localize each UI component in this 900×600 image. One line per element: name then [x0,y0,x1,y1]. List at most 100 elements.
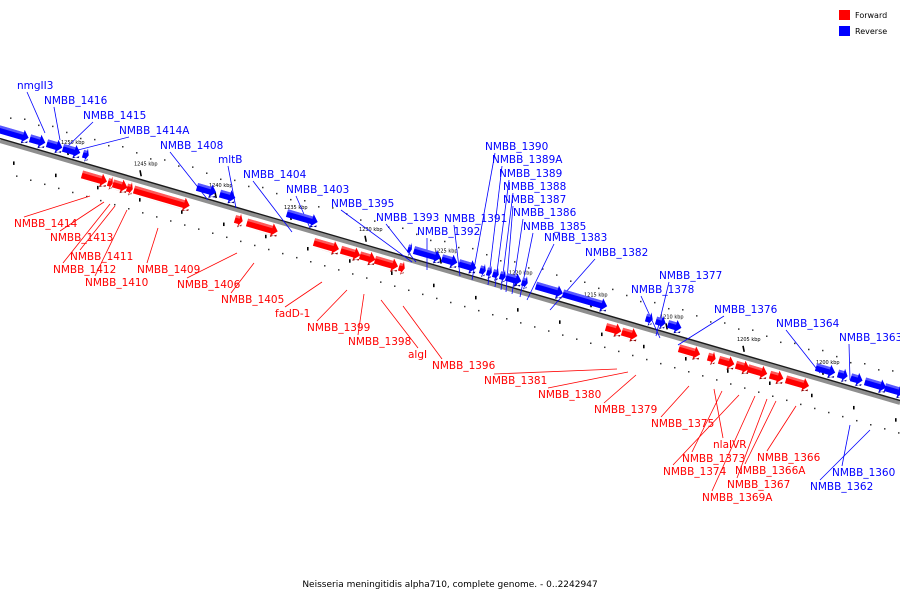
scatter-mark [13,161,15,165]
forward-leader-line [186,252,238,279]
scatter-mark [506,318,508,320]
scatter-mark [727,369,729,373]
scatter-mark [766,335,768,337]
reverse-leader-line [53,106,61,141]
scatter-mark [139,198,141,202]
reverse-gene-arrow [457,259,477,274]
scatter-mark [444,240,446,243]
scatter-mark [338,269,340,271]
forward-label-nmbb-1396: NMBB_1396 [432,360,496,372]
gene-arrow-highlight [536,281,559,291]
forward-label-nmbb-1410: NMBB_1410 [85,277,148,289]
scatter-mark [349,259,351,263]
reverse-gene-arrow [218,189,236,204]
scale-tick-1240-kbp [214,191,217,199]
scatter-mark [360,219,362,221]
forward-leader-line [493,368,618,375]
scatter-mark [738,328,740,330]
scatter-mark [478,309,480,312]
reverse-leader-line [655,281,670,337]
scatter-mark [814,407,816,410]
scatter-mark [808,348,810,351]
reverse-leader-line [526,243,555,301]
reverse-label-nmbb-1364: NMBB_1364 [776,318,840,330]
gene-arrow-highlight [442,254,453,260]
reverse-leader-line [819,429,871,481]
reverse-leader-line [340,209,413,263]
gene-arrow-highlight [287,209,314,219]
gene-arrows [0,124,900,399]
scatter-mark [486,253,488,256]
forward-gene-arrow [80,170,107,188]
scatter-mark [856,419,858,422]
reverse-gene-arrow [504,272,522,287]
reverse-label-nmbb-1360: NMBB_1360 [832,467,895,479]
reverse-gene-arrow [849,372,863,387]
forward-label-nmbb-1367: NMBB_1367 [727,479,790,491]
gene-arrow-body [677,344,701,359]
gene-arrow-body [604,323,622,336]
reverse-gene-arrow [814,363,836,379]
gene-arrow-body [520,276,528,289]
reverse-leader-line [385,223,417,263]
scatter-mark [752,329,754,331]
scatter-mark [853,405,855,410]
gene-arrow-body [80,170,107,187]
reverse-label-mltb: mltB [218,154,242,166]
scatter-mark [895,418,897,422]
forward-leader-line [59,201,105,232]
scale-tick-label-1205-kbp: 1205 kbp [737,337,761,343]
gene-arrow-body [440,254,458,268]
genome-caption: Neisseria meningitidis alpha710, complet… [302,580,597,590]
scatter-mark [198,228,200,230]
reverse-leader-line [487,165,503,286]
forward-gene-arrow [339,245,361,261]
scatter-mark [80,137,82,140]
scatter-mark [433,283,435,288]
reverse-gene-arrow [485,265,492,280]
scatter-mark [282,252,284,255]
scatter-mark [688,371,690,373]
forward-gene-arrow [397,261,405,275]
forward-label-nmbb-1412: NMBB_1412 [53,264,116,276]
scatter-mark [304,199,306,202]
scatter-mark [458,246,460,249]
scatter-mark [850,361,852,364]
reverse-label-nmbb-1415: NMBB_1415 [83,110,146,122]
scatter-mark [307,246,309,251]
scatter-mark [436,297,438,300]
gene-arrow-shadow [620,336,637,342]
forward-leader-line [380,299,419,349]
scatter-mark [884,428,886,430]
legend-forward-label: Forward [855,11,887,20]
reverse-label-nmbb-1389: NMBB_1389 [499,168,562,180]
gene-arrow-shadow [457,268,476,274]
scatter-mark [234,179,236,182]
reverse-leader-line [677,315,725,346]
gene-arrow-body [285,209,318,227]
reverse-label-nmbb-1362: NMBB_1362 [810,481,873,493]
scale-tick-label-1210-kbp: 1210 kbp [660,314,684,320]
scatter-mark [394,285,396,287]
forward-gene-arrow [233,213,243,228]
scatter-mark [626,294,628,297]
scatter-mark [548,330,550,332]
gene-arrow-highlight [360,251,371,257]
gene-arrow-body [534,281,563,298]
scatter-mark [58,187,60,190]
scatter-mark [150,158,152,160]
reverse-leader-line [494,179,510,288]
scatter-mark [181,210,183,214]
gene-arrow-body [412,246,441,263]
gene-arrow-highlight [656,316,663,321]
forward-gene-arrow [132,185,190,212]
gene-arrow-shadow [440,263,457,269]
forward-gene-arrow [677,344,701,360]
gene-arrow-highlight [646,313,651,318]
reverse-label-nmbb-1395: NMBB_1395 [331,198,394,210]
scatter-mark [178,165,180,167]
scatter-mark [136,152,138,154]
forward-gene-arrow [746,364,768,380]
forward-label-nmbb-1366a: NMBB_1366A [735,465,806,477]
scatter-mark [296,256,298,259]
